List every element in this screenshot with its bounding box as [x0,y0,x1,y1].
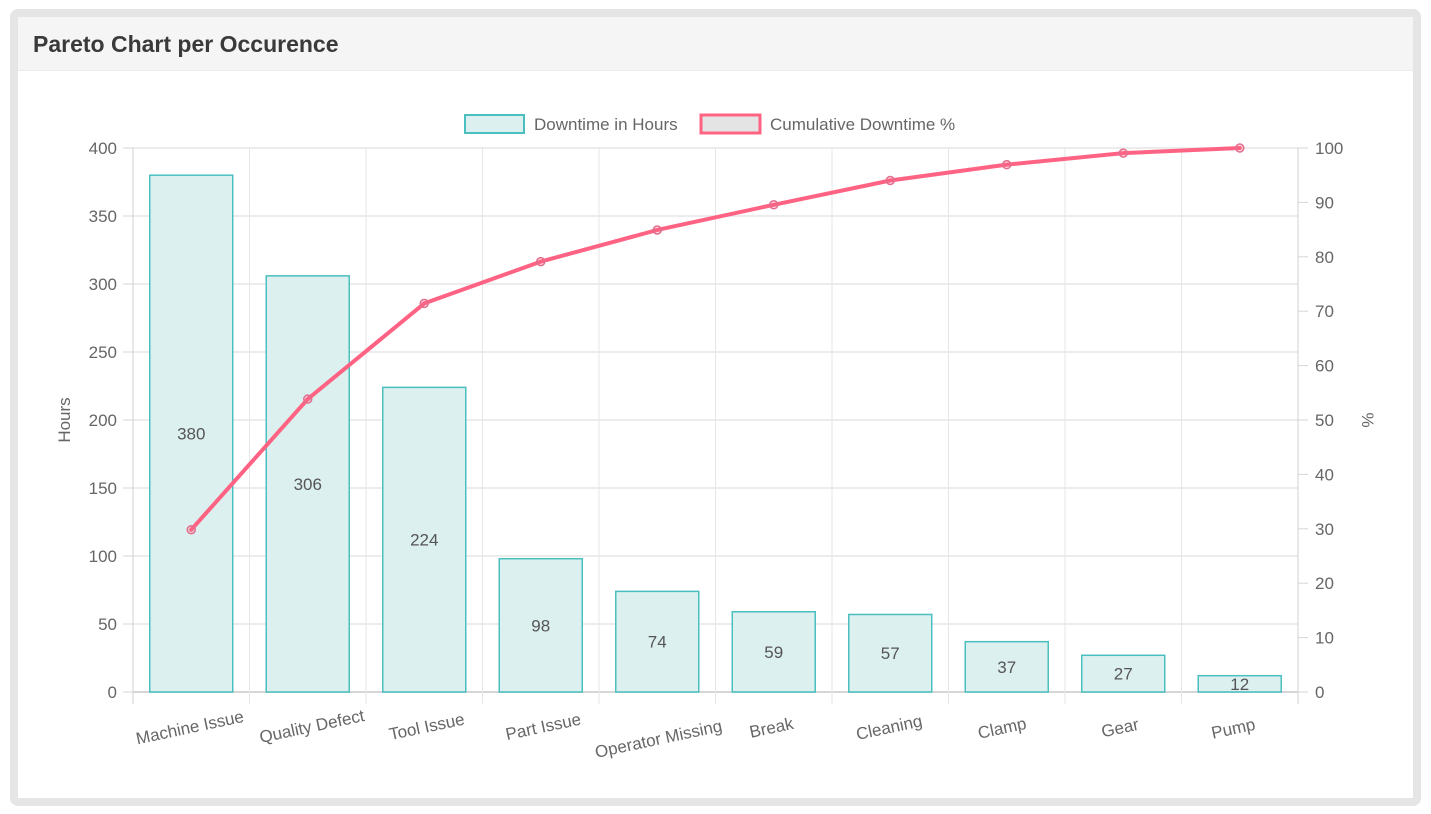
bar-value-label: 74 [648,633,667,652]
bar-value-label: 224 [410,531,438,550]
bar[interactable] [382,386,467,693]
panel-header: Pareto Chart per Occurence [18,17,1413,71]
x-axis-label: Pump [1210,715,1257,743]
chart-legend: Downtime in Hours Cumulative Downtime % [464,113,955,135]
right-axis-tick-label: 100 [1315,139,1343,158]
left-y-axis: 0 50 100 150 200 250 300 350 400 [89,139,133,702]
panel-title: Pareto Chart per Occurence [33,31,339,57]
bar[interactable] [964,640,1049,693]
line-data-point[interactable] [1235,143,1245,153]
bar-value-label: 306 [294,475,322,494]
right-y-axis: 0 10 20 30 40 50 60 70 80 90 100 [1298,139,1343,702]
x-axis-label: Clamp [976,714,1028,743]
left-axis-tick-label: 250 [89,343,117,362]
bar[interactable] [1197,674,1282,693]
left-axis-tick-label: 0 [108,683,117,702]
legend-swatch-line [699,113,762,135]
bar[interactable] [149,174,234,693]
line-data-point[interactable] [652,225,662,235]
x-axis-label: Break [748,714,796,742]
legend-swatch-bar [464,114,525,134]
bar-value-label: 37 [997,658,1016,677]
left-axis-tick-label: 100 [89,547,117,566]
x-axis-label: Cleaning [854,711,924,744]
left-axis-tick-label: 400 [89,139,117,158]
right-axis-title: % [1358,412,1377,427]
left-axis-tick-label: 300 [89,275,117,294]
bar-value-label: 12 [1230,675,1249,694]
bar-series-downtime-hours [149,174,1282,693]
legend-label-downtime-hours: Downtime in Hours [534,115,678,134]
line-data-point[interactable] [419,298,429,309]
x-axis-label: Part Issue [504,710,583,744]
bar[interactable] [615,590,700,693]
left-axis-tick-label: 200 [89,411,117,430]
right-axis-tick-label: 60 [1315,357,1334,376]
bar-value-label: 57 [881,644,900,663]
x-axis-label: Tool Issue [387,710,466,744]
line-data-point[interactable] [885,175,895,186]
cumulative-line [189,146,1242,532]
left-axis-title: Hours [55,397,74,442]
right-axis-tick-label: 90 [1315,193,1334,212]
right-axis-tick-label: 40 [1315,465,1334,484]
x-axis-category-labels: Machine Issue Quality Defect Tool Issue Par… [134,706,1257,762]
legend-item-cumulative-percent[interactable]: Cumulative Downtime % [699,113,955,135]
line-series-cumulative-percent [186,143,1245,535]
right-axis-tick-label: 50 [1315,411,1334,430]
x-axis-label: Operator Missing [593,716,724,761]
right-axis-tick-label: 30 [1315,520,1334,539]
legend-label-cumulative-percent: Cumulative Downtime % [770,115,955,134]
x-axis-label: Gear [1100,715,1141,742]
bar[interactable] [1081,654,1166,693]
right-axis-tick-label: 70 [1315,302,1334,321]
bar-value-label: 59 [764,643,783,662]
line-data-point[interactable] [536,256,546,267]
right-axis-tick-label: 10 [1315,629,1334,648]
bar[interactable] [265,275,350,693]
line-data-point[interactable] [186,524,196,535]
right-axis-tick-label: 20 [1315,574,1334,593]
line-data-point[interactable] [1002,159,1012,170]
bar-data-labels: 380 306 224 98 74 59 57 37 27 12 [177,425,1249,694]
bar-value-label: 98 [531,616,550,635]
bar-value-label: 27 [1114,665,1133,684]
bar[interactable] [848,613,933,693]
right-axis-tick-label: 0 [1315,683,1324,702]
line-data-point[interactable] [769,200,779,210]
left-axis-tick-label: 50 [98,615,117,634]
x-axis-label: Machine Issue [134,707,245,748]
x-axis-label: Quality Defect [258,706,367,747]
bar-value-label: 380 [177,425,205,444]
left-axis-tick-label: 350 [89,207,117,226]
bar[interactable] [731,611,816,693]
legend-item-downtime-hours[interactable]: Downtime in Hours [464,114,678,134]
bar[interactable] [498,557,583,693]
right-axis-tick-label: 80 [1315,248,1334,267]
left-axis-tick-label: 150 [89,479,117,498]
line-data-point[interactable] [303,394,313,404]
line-data-point[interactable] [1118,148,1128,158]
